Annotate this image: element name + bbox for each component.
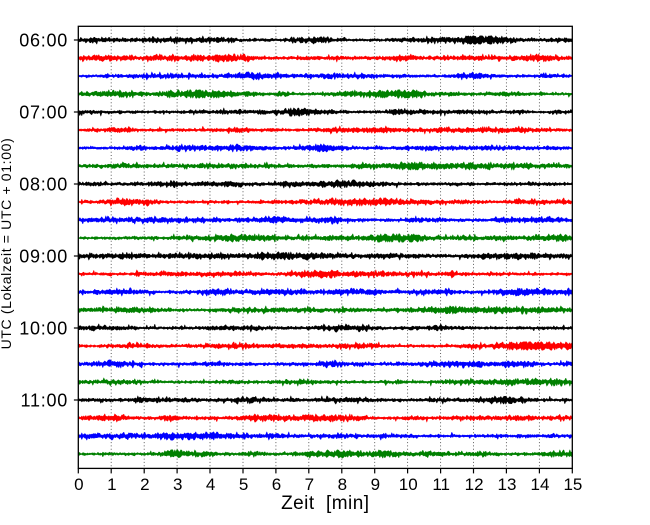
svg-text:UTC (Lokalzeit = UTC + 01:00): UTC (Lokalzeit = UTC + 01:00) bbox=[0, 138, 14, 350]
svg-text:14: 14 bbox=[531, 475, 550, 494]
svg-text:06:00: 06:00 bbox=[19, 30, 68, 50]
svg-text:6: 6 bbox=[272, 475, 281, 494]
svg-text:0: 0 bbox=[74, 475, 83, 494]
svg-text:Zeit [min]: Zeit [min] bbox=[281, 493, 369, 514]
svg-text:12: 12 bbox=[465, 475, 484, 494]
svg-text:8: 8 bbox=[338, 475, 347, 494]
svg-text:11:00: 11:00 bbox=[21, 390, 68, 410]
svg-text:10: 10 bbox=[399, 475, 418, 494]
svg-text:13: 13 bbox=[498, 475, 517, 494]
svg-text:15: 15 bbox=[563, 475, 582, 494]
svg-text:5: 5 bbox=[239, 475, 248, 494]
svg-text:4: 4 bbox=[206, 475, 215, 494]
svg-text:7: 7 bbox=[305, 475, 314, 494]
svg-text:9: 9 bbox=[371, 475, 380, 494]
svg-text:11: 11 bbox=[432, 475, 450, 494]
svg-text:08:00: 08:00 bbox=[19, 174, 68, 194]
svg-text:09:00: 09:00 bbox=[19, 246, 68, 266]
svg-text:2: 2 bbox=[140, 475, 149, 494]
svg-text:1: 1 bbox=[107, 475, 116, 494]
svg-text:07:00: 07:00 bbox=[19, 102, 68, 122]
svg-text:3: 3 bbox=[173, 475, 182, 494]
svg-text:10:00: 10:00 bbox=[19, 318, 68, 338]
